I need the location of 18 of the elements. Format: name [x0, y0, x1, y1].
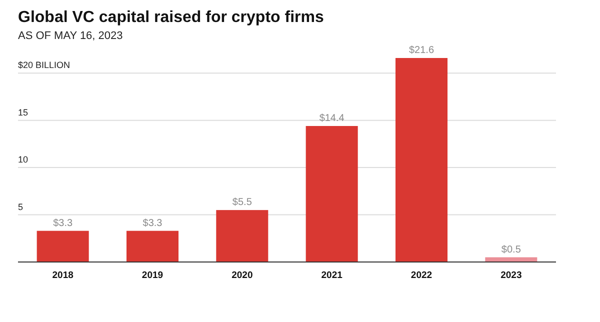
data-label: $0.5 [501, 244, 522, 256]
y-tick-label: $20 BILLION [18, 60, 70, 70]
chart-subtitle: AS OF MAY 16, 2023 [18, 30, 123, 42]
x-tick-label: 2023 [500, 270, 522, 281]
data-label: $5.5 [232, 197, 252, 208]
x-tick-label: 2020 [232, 270, 253, 281]
data-label: $3.3 [142, 218, 163, 229]
y-tick-label: 5 [18, 202, 24, 212]
y-tick-label: 10 [18, 154, 28, 165]
data-label: $21.6 [408, 45, 434, 56]
x-tick-label: 2018 [52, 270, 74, 281]
data-label: $14.4 [319, 113, 345, 124]
y-tick-label: 15 [18, 107, 28, 118]
x-tick-label: 2019 [142, 270, 164, 281]
x-tick-label: 2021 [321, 270, 344, 281]
data-label: $3.3 [53, 218, 73, 229]
chart-title: Global VC capital raised for crypto firms [18, 9, 324, 26]
x-tick-label: 2022 [410, 270, 432, 281]
